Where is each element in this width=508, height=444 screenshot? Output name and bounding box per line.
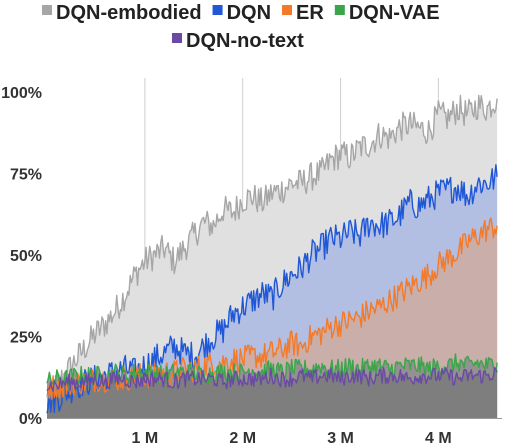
y-tick-label-75: 75%: [10, 167, 42, 184]
legend-swatch-dqn: [212, 5, 223, 15]
legend-label-dqn-vae: DQN-VAE: [349, 2, 440, 24]
legend: DQN-embodied DQN ER DQN-VAE DQN-no-text: [42, 2, 440, 52]
legend-label-dqn: DQN: [227, 2, 271, 24]
x-tick-label-4: 4 M: [425, 430, 452, 444]
y-tick-label-50: 50%: [10, 248, 42, 265]
legend-swatch-dqn-vae: [334, 5, 345, 15]
legend-label-dqn-embodied: DQN-embodied: [56, 2, 202, 24]
legend-swatch-er: [282, 5, 293, 15]
legend-label-dqn-no-text: DQN-no-text: [186, 30, 304, 52]
y-tick-label-100: 100%: [1, 85, 42, 102]
series-lines: [46, 94, 498, 414]
y-axis-ticks: 0% 25% 50% 75% 100%: [1, 85, 42, 428]
x-tick-label-1: 1 M: [132, 430, 159, 444]
legend-swatch-dqn-embodied: [42, 5, 52, 15]
legend-label-er: ER: [296, 2, 324, 24]
x-tick-label-2: 2 M: [229, 430, 256, 444]
y-tick-label-25: 25%: [10, 330, 42, 347]
legend-swatch-dqn-no-text: [172, 33, 182, 43]
x-tick-label-3: 3 M: [327, 430, 354, 444]
y-tick-label-0: 0%: [19, 411, 42, 428]
line-dqn-no-text: [46, 367, 498, 392]
line-dqn-embodied: [46, 94, 498, 404]
x-axis-ticks: 1 M 2 M 3 M 4 M: [132, 430, 452, 444]
line-er: [46, 217, 498, 400]
